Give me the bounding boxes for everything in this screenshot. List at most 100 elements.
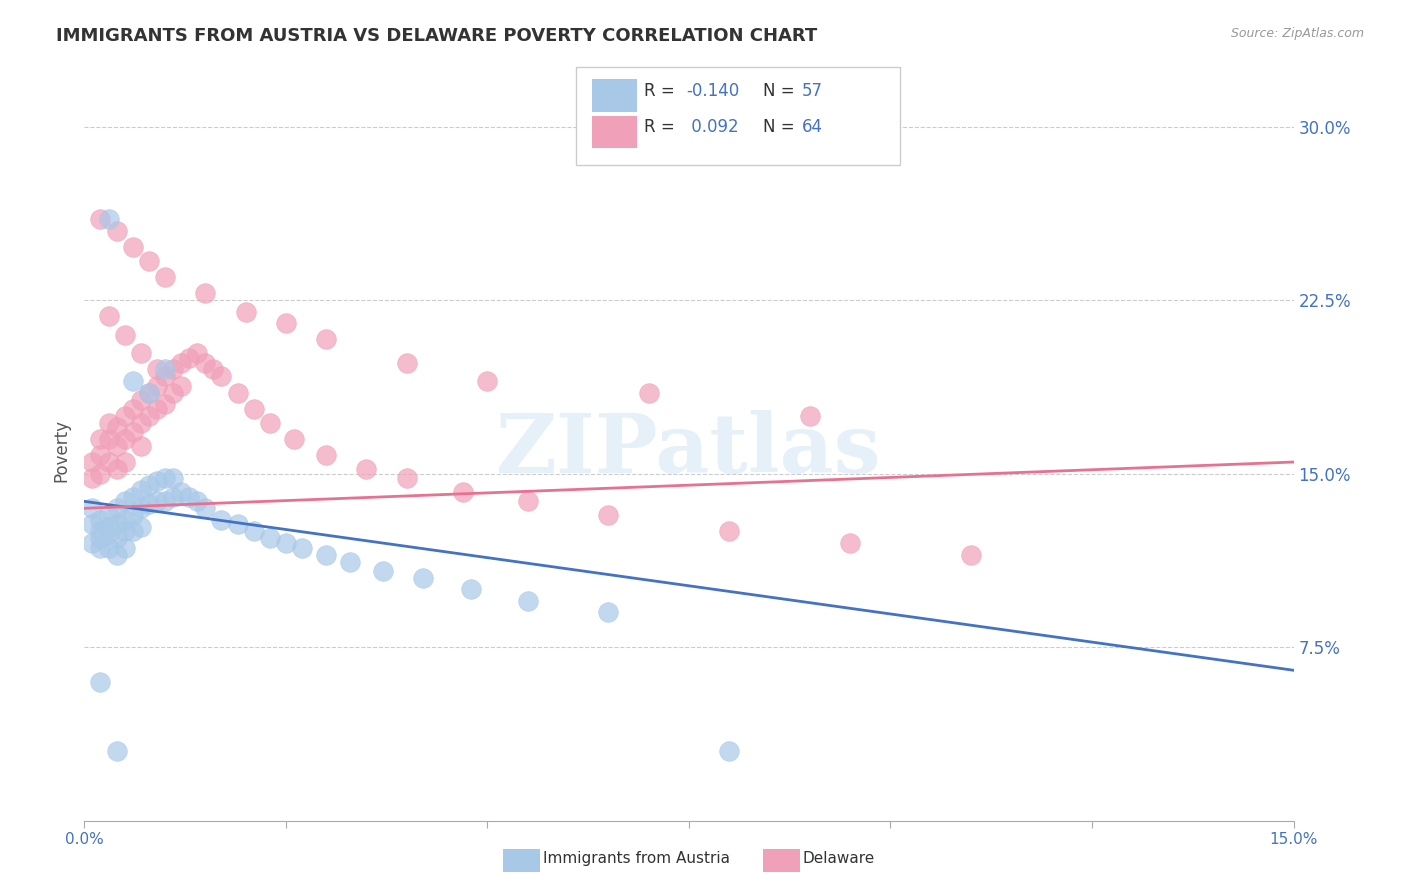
Text: 0.092: 0.092 [686, 118, 738, 136]
Point [105, 532, 128, 546]
Point [146, 378, 169, 392]
Point [89, 524, 111, 539]
Point [97, 310, 120, 324]
Point [146, 494, 169, 508]
Point [598, 508, 620, 523]
Point [114, 524, 136, 539]
Point [89, 513, 111, 527]
Text: IMMIGRANTS FROM AUSTRIA VS DELAWARE POVERTY CORRELATION CHART: IMMIGRANTS FROM AUSTRIA VS DELAWARE POVE… [56, 27, 817, 45]
Point [129, 501, 152, 516]
Point [121, 374, 143, 388]
Point [129, 483, 152, 497]
Point [179, 490, 201, 504]
Point [194, 355, 217, 369]
Point [105, 744, 128, 758]
Point [97, 508, 120, 523]
Point [89, 212, 111, 227]
Point [162, 490, 184, 504]
Point [153, 397, 176, 411]
Point [138, 385, 160, 400]
Point [138, 478, 160, 492]
Point [315, 448, 337, 462]
Point [82, 517, 104, 532]
Point [82, 455, 104, 469]
Point [718, 524, 741, 539]
Text: N =: N = [763, 82, 800, 100]
Text: -0.140: -0.140 [686, 82, 740, 100]
Point [259, 416, 281, 430]
Point [516, 594, 538, 608]
Point [146, 362, 169, 376]
Point [153, 494, 176, 508]
Point [105, 517, 128, 532]
Point [105, 224, 128, 238]
Point [153, 362, 176, 376]
Point [82, 471, 104, 485]
Point [202, 362, 225, 376]
Point [356, 462, 378, 476]
Point [516, 494, 538, 508]
Point [209, 369, 232, 384]
Point [209, 513, 232, 527]
Point [82, 536, 104, 550]
Point [718, 744, 741, 758]
Point [138, 253, 160, 268]
Point [460, 582, 482, 597]
Point [242, 524, 264, 539]
Point [153, 471, 176, 485]
Text: Source: ZipAtlas.com: Source: ZipAtlas.com [1230, 27, 1364, 40]
Point [146, 474, 169, 488]
Point [395, 355, 418, 369]
Point [162, 385, 184, 400]
Point [146, 401, 169, 416]
Point [598, 606, 620, 620]
Point [235, 304, 257, 318]
Text: 64: 64 [801, 118, 823, 136]
Point [960, 548, 983, 562]
Point [121, 508, 143, 523]
Point [274, 316, 297, 330]
Point [105, 439, 128, 453]
Point [451, 485, 474, 500]
Text: R =: R = [644, 118, 681, 136]
Point [129, 346, 152, 360]
Point [291, 541, 314, 555]
Point [170, 485, 193, 500]
Point [89, 541, 111, 555]
Point [114, 409, 136, 423]
Point [637, 385, 659, 400]
Point [97, 432, 120, 446]
Point [97, 526, 120, 541]
Point [114, 513, 136, 527]
Point [799, 409, 821, 423]
Point [97, 541, 120, 555]
Point [194, 501, 217, 516]
Point [105, 548, 128, 562]
Point [395, 471, 418, 485]
Point [186, 494, 208, 508]
Text: Immigrants from Austria: Immigrants from Austria [543, 852, 730, 866]
Point [97, 212, 120, 227]
Point [114, 494, 136, 508]
Point [477, 374, 499, 388]
Point [339, 554, 361, 569]
Point [274, 536, 297, 550]
Y-axis label: Poverty: Poverty [52, 419, 70, 482]
Point [315, 548, 337, 562]
Text: 57: 57 [801, 82, 823, 100]
Point [138, 385, 160, 400]
Point [186, 346, 208, 360]
Point [129, 416, 152, 430]
Point [121, 490, 143, 504]
Point [315, 333, 337, 347]
Point [371, 564, 394, 578]
Point [242, 401, 264, 416]
Text: N =: N = [763, 118, 800, 136]
Point [97, 520, 120, 534]
Point [97, 455, 120, 469]
Text: ZIPatlas: ZIPatlas [496, 410, 882, 491]
Point [114, 541, 136, 555]
Point [153, 269, 176, 284]
Point [412, 571, 434, 585]
Text: Delaware: Delaware [803, 852, 875, 866]
